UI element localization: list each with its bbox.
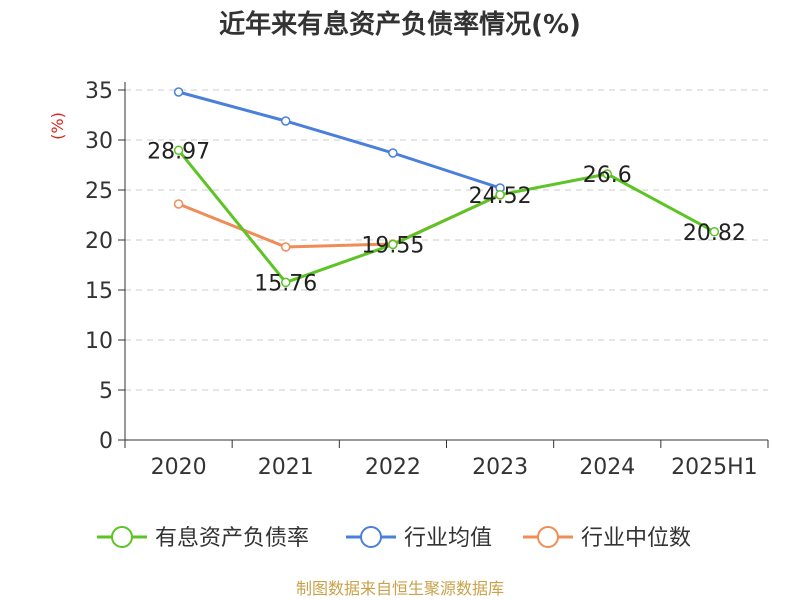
y-tick-label: 35 [85, 79, 113, 104]
data-label: 15.76 [254, 271, 317, 296]
legend-item: 行业中位数 [523, 526, 691, 551]
series-2 [173, 190, 505, 252]
y-tick-label: 30 [85, 129, 113, 154]
data-labels: 28.97 15.76 19.55 24.52 26.6 20.82 [147, 139, 746, 296]
series-layer [173, 87, 720, 288]
data-label: 24.52 [469, 184, 532, 209]
y-axis-label: (%) [48, 112, 67, 140]
legend-item: 行业均值 [346, 526, 492, 551]
data-label: 20.82 [683, 221, 746, 246]
y-tick-label: 5 [99, 379, 113, 404]
y-tick-label: 10 [85, 329, 113, 354]
legend-marker [537, 526, 559, 548]
legend: 有息资产负债率 行业均值 行业中位数 [97, 526, 691, 551]
legend-item: 有息资产负债率 [97, 526, 309, 551]
y-tick-label: 25 [85, 179, 113, 204]
x-tick-labels: 2020 2021 2022 2023 2024 2025H1 [151, 455, 758, 480]
data-point [602, 169, 612, 179]
data-point [388, 239, 398, 250]
x-tick-label: 2022 [365, 455, 421, 480]
data-label: 28.97 [147, 139, 210, 164]
y-tick-label: 15 [85, 279, 113, 304]
x-tick-label: 2020 [151, 455, 207, 480]
series-line [178, 193, 501, 249]
series-0 [173, 145, 720, 288]
data-point [495, 190, 505, 200]
axes [118, 82, 769, 448]
data-point [173, 199, 184, 209]
legend-label: 有息资产负债率 [155, 526, 309, 551]
series-1 [173, 87, 505, 193]
chart-title: 近年来有息资产负债率情况(%) [219, 9, 581, 40]
legend-marker [360, 526, 382, 548]
data-point [281, 116, 291, 126]
grid-lines [125, 89, 768, 391]
data-point [388, 148, 398, 158]
x-tick-label: 2021 [258, 455, 314, 480]
legend-marker [111, 526, 133, 548]
y-tick-label: 0 [99, 429, 113, 454]
data-label: 26.6 [583, 163, 632, 188]
data-point [173, 87, 184, 97]
legend-label: 行业中位数 [581, 526, 691, 551]
data-label: 19.55 [361, 234, 424, 259]
data-point [281, 242, 291, 252]
series-line [178, 90, 501, 190]
data-point [173, 145, 184, 156]
x-tick-label: 2025H1 [671, 455, 758, 480]
y-tick-label: 20 [85, 229, 113, 254]
data-point [281, 277, 291, 288]
y-tick-labels: 0 5 10 15 20 25 30 35 [85, 79, 113, 454]
x-tick-label: 2023 [472, 455, 528, 480]
data-point [709, 227, 720, 237]
x-tick-label: 2024 [579, 455, 635, 480]
source-note: 制图数据来自恒生聚源数据库 [296, 579, 504, 598]
series-line [177, 149, 716, 284]
legend-label: 行业均值 [404, 526, 492, 551]
